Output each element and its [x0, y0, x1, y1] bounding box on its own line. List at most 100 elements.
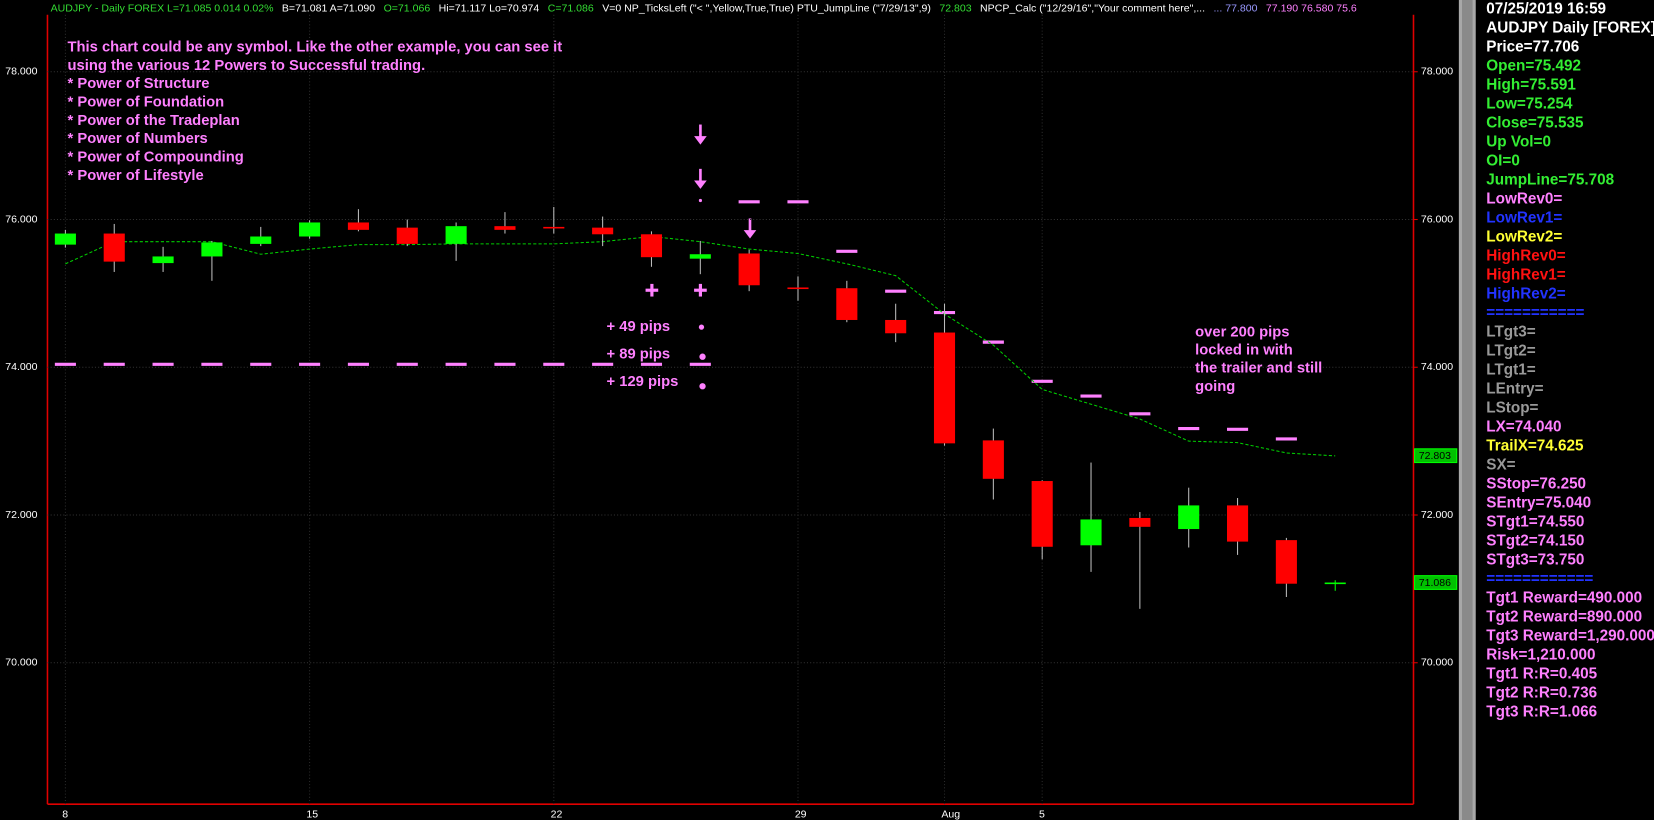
annotation-line: This chart could be any symbol. Like the…: [68, 39, 563, 55]
candle-body: [152, 256, 174, 264]
candle-body: [494, 226, 516, 230]
candle-body: [1080, 519, 1102, 546]
panel-line: SEntry=75.040: [1486, 494, 1591, 511]
candle-body: [738, 253, 760, 286]
header-item: V=0 NP_TicksLeft ("< ",Yellow,True,True)…: [602, 2, 931, 14]
panel-line: ============: [1486, 570, 1593, 587]
arrows: [694, 124, 757, 239]
panel-line: LowRev0=: [1486, 190, 1562, 207]
annotation-line: * Power of Lifestyle: [68, 168, 204, 184]
panel-line: STgt3=73.750: [1486, 551, 1584, 568]
panel-line: Tgt3 Reward=1,290.000: [1486, 627, 1654, 644]
x-tick-label: 29: [795, 809, 807, 820]
candle-body: [250, 236, 272, 244]
header: AUDJPY - Daily FOREX L=71.085 0.014 0.02…: [51, 2, 1357, 14]
panel-line: AUDJPY Daily [FOREX]: [1486, 20, 1654, 37]
x-tick-label: Aug: [941, 809, 960, 820]
note-line: the trailer and still: [1195, 361, 1322, 377]
header-item: C=71.086: [548, 2, 594, 14]
candle-body: [1129, 517, 1151, 527]
candle-body: [836, 288, 858, 320]
candle-body: [1324, 582, 1346, 585]
y-tick-label-right: 70.000: [1421, 657, 1453, 669]
panel-line: Low=75.254: [1486, 96, 1573, 113]
panel-line: TrailX=74.625: [1486, 437, 1584, 454]
plus-signs: [645, 283, 707, 297]
panel-line: LX=74.040: [1486, 418, 1561, 435]
y-tick-label-left: 70.000: [5, 657, 37, 669]
panel-line: LowRev2=: [1486, 228, 1562, 245]
candle-body: [885, 319, 907, 334]
jumpline: [65, 235, 1336, 457]
price-tag: [1414, 448, 1458, 464]
header-item: NPCP_Calc ("12/29/16","Your comment here…: [980, 2, 1205, 14]
panel-line: LStop=: [1486, 399, 1538, 416]
annotation-line: using the various 12 Powers to Successfu…: [68, 58, 426, 74]
header-item: ... 77.800: [1213, 2, 1257, 14]
pips-label: + 49 pips: [607, 319, 671, 335]
pips-label: + 89 pips: [607, 346, 671, 362]
header-item: O=71.066: [384, 2, 431, 14]
note-line: going: [1195, 379, 1235, 395]
candle-body: [982, 440, 1004, 479]
panel-line: STgt2=74.150: [1486, 532, 1584, 549]
header-item: 77.190 76.580 75.6: [1266, 2, 1357, 14]
candle-body: [1275, 540, 1297, 584]
note-line: locked in with: [1195, 342, 1293, 358]
y-tick-label-right: 74.000: [1421, 361, 1453, 373]
panel-line: Up Vol=0: [1486, 134, 1551, 151]
candle-body: [640, 234, 663, 258]
panel-line: STgt1=74.550: [1486, 513, 1584, 530]
panel-line: Open=75.492: [1486, 58, 1581, 75]
panel-line: Tgt2 R:R=0.736: [1486, 684, 1597, 701]
panel-line: Tgt1 R:R=0.405: [1486, 665, 1597, 682]
x-tick-label: 22: [551, 809, 563, 820]
panel-line: HighRev1=: [1486, 266, 1565, 283]
annotation-line: * Power of the Tradeplan: [68, 113, 240, 129]
candle-body: [1226, 505, 1249, 542]
x-tick-label: 8: [62, 809, 68, 820]
panel-line: Tgt3 R:R=1.066: [1486, 703, 1597, 720]
candle-body: [1031, 481, 1053, 547]
panel-line: LTgt1=: [1486, 361, 1535, 378]
annotation-line: * Power of Foundation: [68, 94, 225, 110]
panel-line: JumpLine=75.708: [1486, 171, 1614, 188]
candle-body: [1178, 505, 1200, 530]
candle-body: [543, 226, 565, 229]
panel-line: ===========: [1486, 304, 1584, 321]
candle-body: [347, 222, 369, 230]
dots: [698, 198, 706, 390]
y-tick-label-left: 76.000: [5, 213, 37, 225]
candle-body: [201, 242, 223, 257]
panel-line: HighRev2=: [1486, 285, 1565, 302]
panel-line: Price=77.706: [1486, 39, 1579, 56]
x-tick-label: 5: [1039, 809, 1045, 820]
splitter-bar: [1462, 0, 1473, 820]
panel-line: HighRev0=: [1486, 247, 1565, 264]
candle-body: [103, 233, 125, 262]
panel-line: LEntry=: [1486, 380, 1543, 397]
candle-body: [445, 226, 467, 244]
y-tick-label-right: 78.000: [1421, 66, 1453, 78]
pips-label: + 129 pips: [607, 374, 679, 390]
panel-line: LTgt3=: [1486, 323, 1535, 340]
panel-line: High=75.591: [1486, 77, 1576, 94]
header-item: 72.803: [939, 2, 971, 14]
panel-line: Close=75.535: [1486, 115, 1584, 132]
candle-body: [54, 233, 76, 245]
header-item: Hi=71.117 Lo=70.974: [439, 2, 540, 14]
y-tick-label-left: 72.000: [5, 509, 37, 521]
candle-body: [933, 332, 956, 444]
y-tick-label-left: 78.000: [5, 66, 37, 78]
y-tick-label-right: 76.000: [1421, 213, 1453, 225]
panel-line: 07/25/2019 16:59: [1486, 1, 1606, 18]
candle-body: [299, 222, 321, 237]
header-item: AUDJPY - Daily FOREX L=71.085 0.014 0.02…: [51, 2, 274, 14]
annotation-line: * Power of Compounding: [68, 150, 244, 166]
panel-line: Tgt2 Reward=890.000: [1486, 608, 1642, 625]
annotation-line: * Power of Numbers: [68, 131, 208, 147]
panel-line: SX=: [1486, 456, 1515, 473]
